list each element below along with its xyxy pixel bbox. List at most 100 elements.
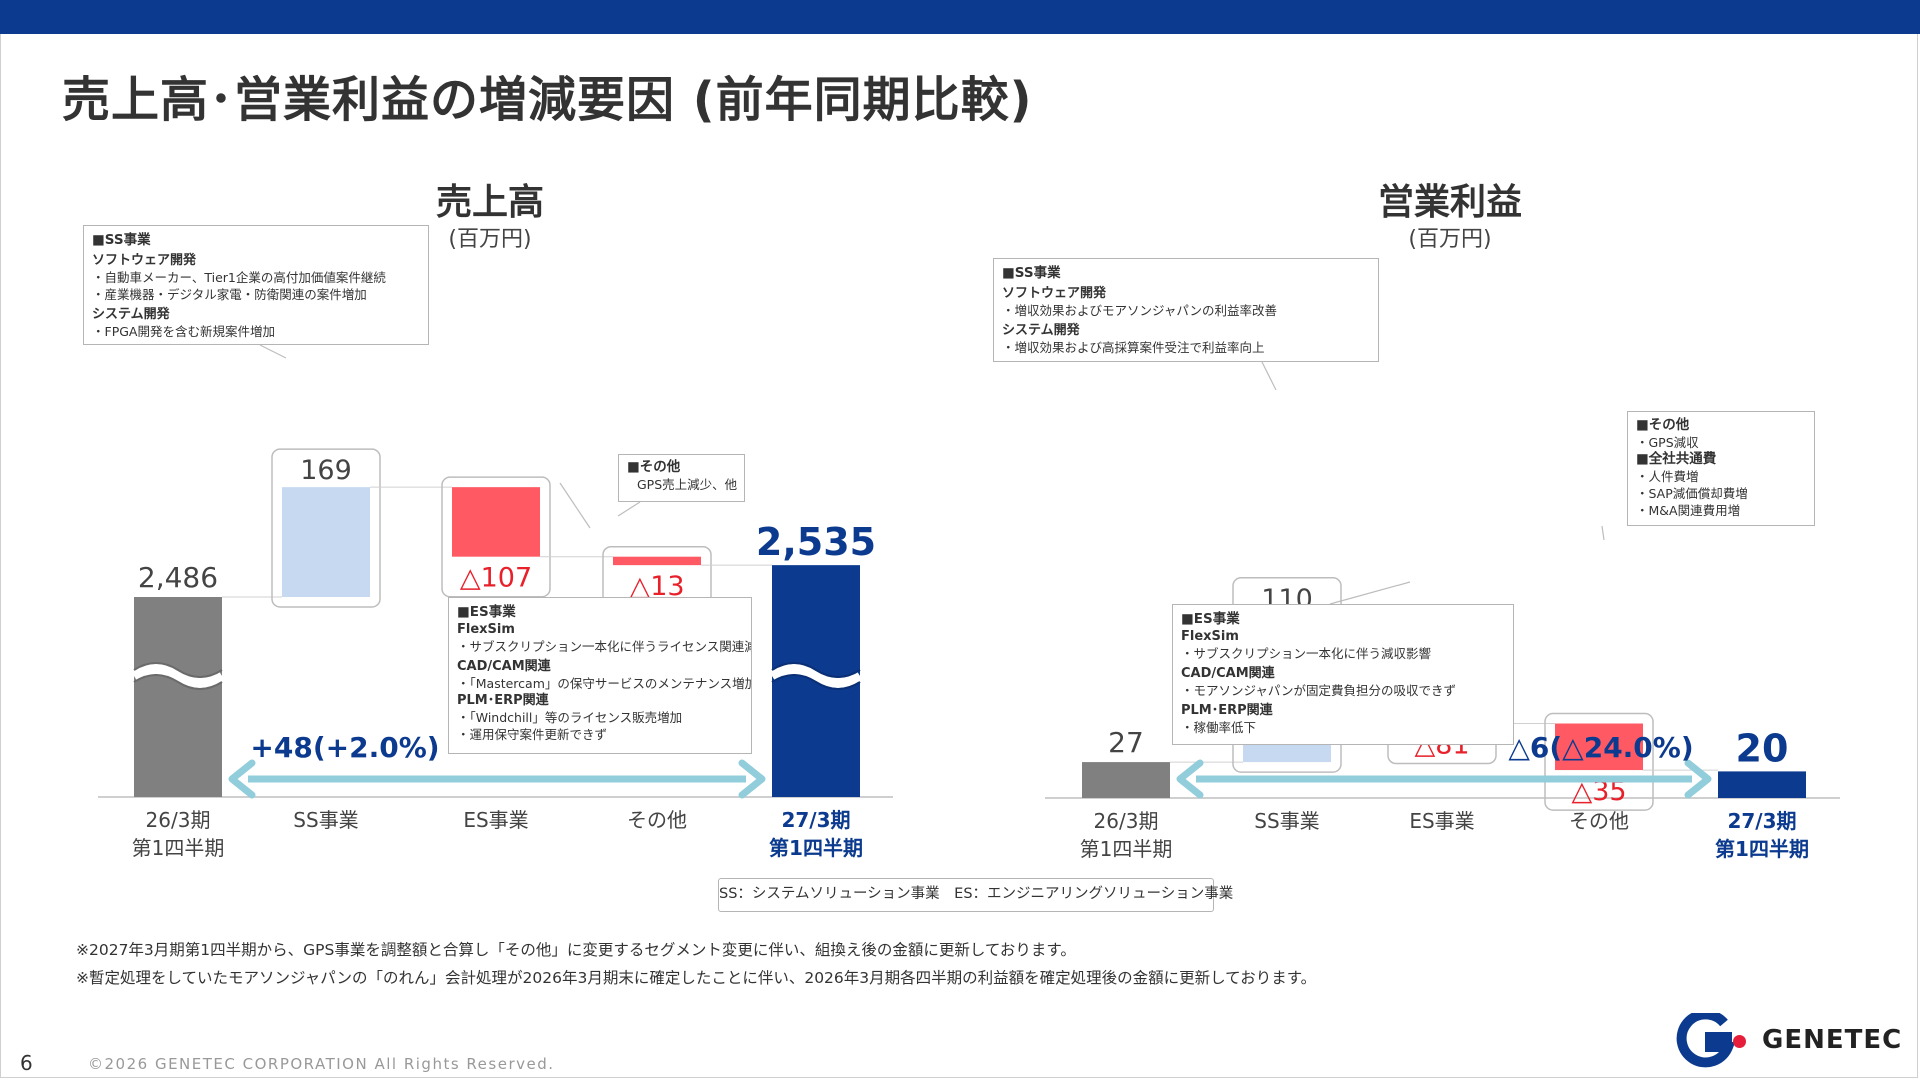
callout-header: ■その他 (627, 459, 681, 475)
callout-pointer-line (617, 501, 641, 517)
category-label: 27/3期 (781, 808, 850, 832)
axis-break-wave-line (133, 662, 223, 678)
value-label-final: 2,535 (756, 520, 876, 564)
value-label: 2,486 (138, 561, 218, 594)
category-label: 26/3期 (1094, 809, 1159, 833)
callout-section-title: ■全社共通費 (1636, 451, 1717, 467)
footnote-2: ※暫定処理をしていたモアソンジャパンの「のれん」会計処理が2026年3月期末に確… (76, 969, 1317, 987)
axis-break-wave-line (771, 662, 861, 678)
copyright: ©2026 GENETEC CORPORATION All Rights Res… (88, 1055, 555, 1073)
callout-section-title: PLM･ERP関連 (1181, 703, 1273, 718)
callout-section-title: CAD/CAM関連 (1181, 666, 1275, 681)
callout-profit-es: ■ES事業 FlexSim ・サブスクリプション一本化に伴う減収影響 CAD/C… (1172, 604, 1514, 745)
callout-item: ・人件費増 (1636, 469, 1699, 484)
callout-item: ・SAP減価償却費増 (1636, 486, 1748, 501)
profit-chart-unit: (百万円) (1408, 227, 1492, 252)
logo-dot (1733, 1035, 1746, 1048)
category-label: ES事業 (463, 808, 528, 832)
change-label: +48(+2.0%) (250, 731, 439, 764)
callout-item: ・稼働率低下 (1181, 720, 1257, 735)
value-label-final: 20 (1736, 726, 1789, 770)
bar-frame (441, 476, 551, 598)
category-label: 第1四半期 (1080, 837, 1173, 861)
callout-section-title: ソフトウェア開発 (1002, 286, 1107, 301)
slide-frame (0, 34, 1918, 1078)
callout-section-title: FlexSim (1181, 629, 1239, 644)
category-label: 26/3期 (146, 808, 211, 832)
axis-break-wave (131, 664, 225, 688)
change-label: △6(△24.0%) (1508, 731, 1693, 764)
callout-item: ・M&A関連費用増 (1636, 503, 1741, 518)
change-arrow-head-left (228, 759, 256, 799)
abbreviation-legend: SS：システムソリューション事業 ES：エンジニアリングソリューション事業 (718, 878, 1233, 912)
callout-item: ・産業機器・デジタル家電・防衛関連の案件増加 (92, 287, 367, 302)
callout-item: ・「Windchill」等のライセンス販売増加 (457, 710, 683, 725)
callout-pointer-line (1601, 525, 1605, 541)
bar-delta (282, 487, 370, 597)
callout-section-title: システム開発 (1002, 323, 1080, 338)
change-arrow-head-right (738, 759, 766, 799)
callout-pointer-line (1261, 361, 1277, 391)
callout-sales-ss: ■SS事業 ソフトウェア開発 ・自動車メーカー、Tier1企業の高付加価値案件継… (83, 225, 429, 345)
bar-delta (452, 487, 540, 557)
category-label: 27/3期 (1727, 809, 1796, 833)
axis-break-wave-line (771, 674, 861, 690)
value-label: 169 (300, 455, 352, 486)
callout-header: ■SS事業 (92, 232, 151, 248)
callout-section-title: システム開発 (92, 307, 170, 322)
callout-header: ■ES事業 (1181, 611, 1240, 627)
callout-section-title: CAD/CAM関連 (457, 659, 551, 674)
category-label: その他 (1569, 809, 1629, 833)
callout-profit-other: ■その他 ・GPS減収 ■全社共通費 ・人件費増 ・SAP減価償却費増 ・M&A… (1627, 411, 1815, 526)
callout-item: ・FPGA開発を含む新規案件増加 (92, 324, 275, 339)
callout-item: ・増収効果およびモアソンジャパンの利益率改善 (1002, 303, 1278, 318)
callout-header: ■SS事業 (1002, 265, 1061, 281)
callout-header: ■その他 (1636, 417, 1690, 433)
bar-frame (271, 448, 381, 608)
callout-profit-ss: ■SS事業 ソフトウェア開発 ・増収効果およびモアソンジャパンの利益率改善 シス… (993, 258, 1379, 362)
profit-chart-title: 営業利益 (1377, 182, 1522, 223)
bar-end (1718, 771, 1806, 798)
callout-item: ・サブスクリプション一本化に伴うライセンス関連減少 (457, 639, 752, 654)
callout-item: ・運用保守案件更新できず (457, 727, 608, 742)
value-label: 27 (1108, 726, 1144, 759)
change-arrow-head-right (1684, 759, 1712, 799)
bar-start (1082, 762, 1170, 798)
category-label: 第1四半期 (1715, 837, 1809, 861)
sales-chart-title: 売上高 (435, 182, 544, 223)
callout-section-title: ソフトウェア開発 (92, 253, 197, 268)
category-label: SS事業 (293, 808, 358, 832)
top-accent-bar (0, 0, 1920, 34)
callout-item: ・GPS減収 (1636, 435, 1699, 450)
footnote-1: ※2027年3月期第1四半期から、GPS事業を調整額と合算し「その他」に変更する… (76, 941, 1076, 959)
bar-start (134, 597, 222, 797)
category-label: ES事業 (1409, 809, 1474, 833)
page-number: 6 (20, 1051, 33, 1075)
category-label: 第1四半期 (769, 836, 863, 860)
logo-text: GENETEC (1762, 1025, 1903, 1055)
genetec-logo-icon (1676, 1013, 1736, 1068)
axis-break-wave-line (133, 674, 223, 690)
page-title: 売上高･営業利益の増減要因 (前年同期比較) (62, 72, 1033, 128)
category-label: 第1四半期 (132, 836, 225, 860)
callout-section-title: FlexSim (457, 622, 515, 637)
callout-item: ・「Mastercam」の保守サービスのメンテナンス増加 (457, 676, 752, 691)
callout-item: ・増収効果および高採算案件受注で利益率向上 (1002, 340, 1265, 355)
category-label: SS事業 (1254, 809, 1319, 833)
callout-sales-es: ■ES事業 FlexSim ・サブスクリプション一本化に伴うライセンス関連減少 … (448, 597, 752, 754)
category-label: その他 (627, 808, 687, 832)
callout-item: ・モアソンジャパンが固定費負担分の吸収できず (1181, 683, 1457, 698)
callout-item: ・自動車メーカー、Tier1企業の高付加価値案件継続 (92, 270, 386, 285)
change-arrow-head-left (1176, 759, 1204, 799)
callout-pointer-line (1329, 581, 1411, 605)
callout-sales-other: ■その他 GPS売上減少、他 (618, 454, 745, 502)
bar-delta (1555, 723, 1643, 771)
sales-chart-unit: (百万円) (448, 227, 532, 252)
callout-header: ■ES事業 (457, 604, 516, 620)
bar-frame (1544, 712, 1654, 811)
callout-item: GPS売上減少、他 (637, 477, 738, 492)
callout-pointer-line (259, 344, 287, 359)
value-label-negative: △107 (460, 563, 532, 594)
value-label-negative: △13 (629, 571, 684, 602)
callout-section-title: PLM･ERP関連 (457, 693, 549, 708)
